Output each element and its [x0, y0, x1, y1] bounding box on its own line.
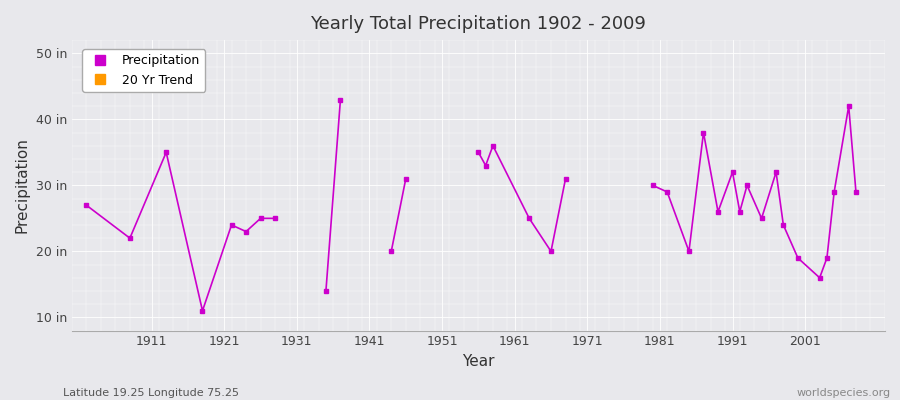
Text: Latitude 19.25 Longitude 75.25: Latitude 19.25 Longitude 75.25: [63, 388, 239, 398]
Y-axis label: Precipitation: Precipitation: [15, 138, 30, 233]
Legend: Precipitation, 20 Yr Trend: Precipitation, 20 Yr Trend: [82, 49, 205, 92]
X-axis label: Year: Year: [462, 354, 495, 369]
Text: worldspecies.org: worldspecies.org: [796, 388, 891, 398]
Title: Yearly Total Precipitation 1902 - 2009: Yearly Total Precipitation 1902 - 2009: [310, 15, 646, 33]
